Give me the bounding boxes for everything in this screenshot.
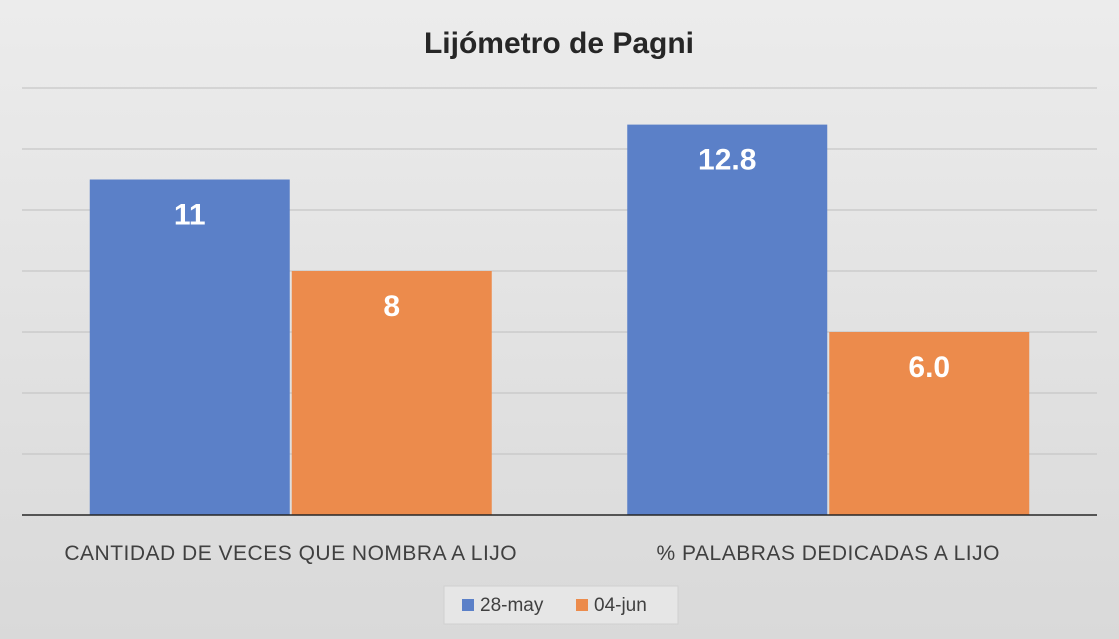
category-label: % PALABRAS DEDICADAS A LIJO [657,542,1000,565]
data-labels: 11 8 12.8 6.0 [174,144,950,384]
data-label: 6.0 [908,351,950,384]
chart-title: Lijómetro de Pagni [424,27,694,60]
data-label: 8 [383,290,400,323]
data-label: 12.8 [698,144,756,177]
legend: 28-may 04-jun [443,585,679,625]
data-label: 11 [174,199,206,232]
bars [89,124,1030,515]
category-label: CANTIDAD DE VECES QUE NOMBRA A LIJO [64,542,517,565]
bar-04-jun-1 [829,332,1030,515]
bar-04-jun-0 [291,271,492,515]
legend-label-04-jun: 04-jun [594,595,647,616]
legend-swatch-04-jun [576,599,588,611]
category-labels: CANTIDAD DE VECES QUE NOMBRA A LIJO % PAL… [64,542,1000,565]
bar-28-may-1 [627,124,828,515]
legend-box [443,585,679,625]
legend-swatch-28-may [462,599,474,611]
legend-label-28-may: 28-may [480,595,544,616]
bar-28-may-0 [89,179,290,515]
